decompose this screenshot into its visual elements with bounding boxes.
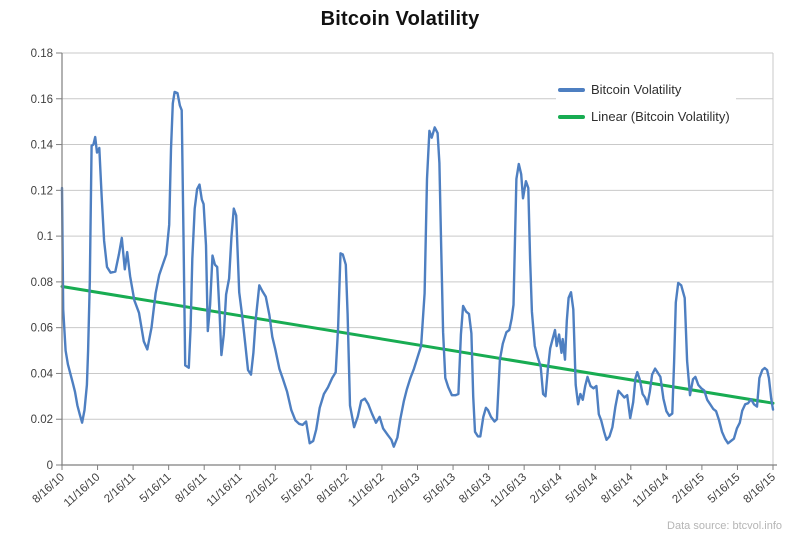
- bitcoin-volatility-line: [60, 90, 775, 448]
- x-axis-label: 11/16/11: [205, 471, 245, 509]
- y-axis-label: 0.14: [31, 140, 54, 152]
- series-line-swatch: [558, 87, 585, 92]
- legend-label-series: Bitcoin Volatility: [591, 82, 682, 97]
- x-axis-label: 5/16/12: [279, 471, 316, 506]
- legend: Bitcoin Volatility Linear (Bitcoin Volat…: [556, 74, 736, 134]
- legend-label-trend: Linear (Bitcoin Volatility): [591, 109, 730, 124]
- x-axis-label: 5/16/13: [422, 471, 459, 506]
- x-axis-label: 5/16/15: [706, 471, 743, 506]
- y-axis-label: 0.12: [31, 185, 53, 197]
- x-axis-label: 11/16/12: [346, 471, 387, 509]
- x-axis-label: 2/16/13: [386, 471, 423, 506]
- y-axis-label: 0.1: [37, 231, 53, 243]
- trend-line-swatch: [558, 114, 585, 119]
- x-axis-label: 2/16/15: [670, 471, 707, 506]
- legend-item-bitcoin-volatility: Bitcoin Volatility: [558, 76, 730, 103]
- x-axis-label: 5/16/14: [564, 471, 601, 506]
- legend-item-linear-trend: Linear (Bitcoin Volatility): [558, 103, 730, 130]
- chart-title: Bitcoin Volatility: [320, 8, 480, 30]
- x-axis-label: 2/16/11: [102, 471, 138, 505]
- x-axis-label: 8/16/15: [741, 471, 778, 506]
- y-axis-label: 0: [47, 460, 53, 472]
- x-axis-label: 11/16/14: [631, 471, 672, 510]
- x-axis-label: 5/16/11: [138, 471, 174, 505]
- x-axis-label: 11/16/10: [62, 471, 103, 509]
- y-axis-label: 0.04: [31, 368, 54, 380]
- y-axis-label: 0.06: [31, 323, 53, 335]
- y-axis-label: 0.18: [31, 48, 53, 60]
- x-axis-label: 2/16/14: [528, 471, 565, 506]
- y-axis-label: 0.08: [31, 277, 53, 289]
- y-axis-label: 0.16: [31, 94, 53, 106]
- linear-trend-line: [60, 284, 775, 405]
- y-axis-label: 0.02: [31, 414, 53, 426]
- x-axis-label: 11/16/13: [488, 471, 529, 509]
- x-axis-label: 2/16/12: [244, 471, 281, 506]
- data-source-note: Data source: btcvol.info: [667, 520, 782, 532]
